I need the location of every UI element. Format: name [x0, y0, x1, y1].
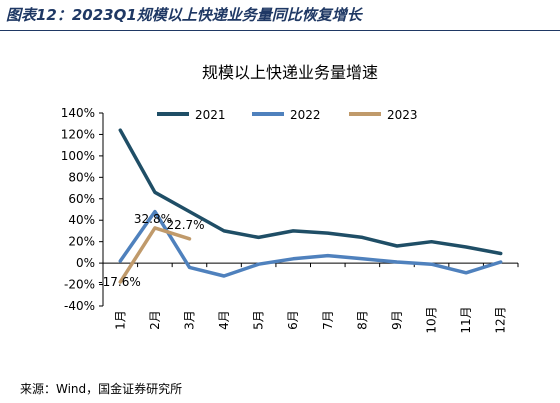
y-tick-label: 120%: [61, 127, 95, 141]
y-tick-label: 60%: [68, 192, 95, 206]
data-label: 22.7%: [166, 218, 204, 232]
x-tick-label: 2月: [148, 310, 162, 330]
legend-label-2021: 2021: [195, 108, 226, 122]
y-axis: 140% 120% 100% 80% 60% 40% 20% 0% -20% -40%: [61, 106, 104, 313]
line-chart: 规模以上快递业务量增速 2021 2022 2023 140% 120% 100% 80%…: [61, 63, 519, 334]
figure-caption: 图表12：2023Q1规模以上快递业务量同比恢复增长: [6, 6, 362, 24]
x-tick-label: 8月: [355, 310, 369, 330]
data-label: 32.8%: [134, 212, 172, 226]
x-tick-label: 12月: [494, 306, 508, 333]
y-tick-label: 140%: [61, 106, 95, 120]
chart-title: 规模以上快递业务量增速: [202, 63, 378, 82]
x-tick-label: 1月: [113, 310, 127, 330]
x-tick-label: 5月: [252, 310, 266, 330]
y-tick-label: -20%: [64, 278, 95, 292]
y-tick-label: 40%: [68, 213, 95, 227]
x-tick-label: 6月: [286, 310, 300, 330]
y-tick-label: 100%: [61, 149, 95, 163]
x-axis: 1月 2月 3月 4月 5月 6月 7月 8月 9月 10月 11月 12月: [102, 262, 519, 334]
x-tick-label: 10月: [425, 306, 439, 333]
x-tick-label: 3月: [182, 310, 196, 330]
legend: 2021 2022 2023: [157, 108, 418, 122]
series-line-2023: [118, 226, 192, 284]
series-layer: [118, 128, 503, 284]
source-note: 来源：Wind，国金证券研究所: [20, 382, 183, 396]
series-line-2022: [118, 209, 503, 278]
series-line-2021: [118, 128, 503, 256]
x-tick-label: 9月: [390, 310, 404, 330]
legend-label-2022: 2022: [290, 108, 321, 122]
y-tick-label: 80%: [68, 170, 95, 184]
caption-divider: [0, 30, 560, 31]
x-tick-label: 7月: [321, 310, 335, 330]
y-tick-label: 20%: [68, 235, 95, 249]
data-label: -17.6%: [98, 275, 140, 289]
legend-label-2023: 2023: [387, 108, 418, 122]
y-tick-label: 0%: [76, 256, 95, 270]
data-labels: -17.6% 32.8%22.7%: [98, 212, 204, 289]
x-tick-label: 11月: [459, 306, 473, 333]
x-tick-label: 4月: [217, 310, 231, 330]
y-tick-label: -40%: [64, 299, 95, 313]
